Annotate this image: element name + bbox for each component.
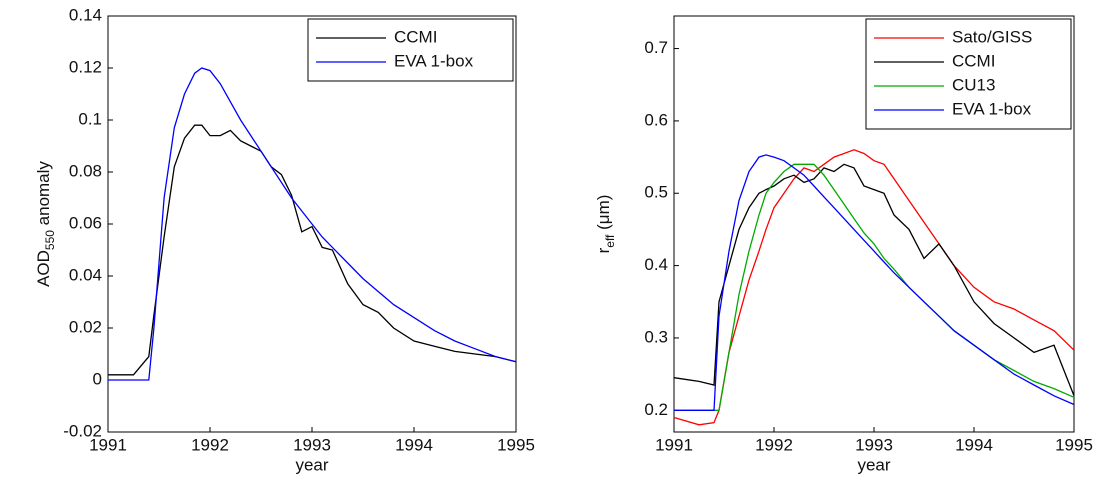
legend-label: EVA 1-box — [952, 99, 1032, 118]
legend: Sato/GISS CCMI CU13 EVA 1-box — [865, 18, 1072, 130]
x-tick-label: 1995 — [1055, 435, 1093, 454]
y-tick-label: 0.5 — [644, 183, 668, 202]
x-tick-label: 1994 — [955, 435, 993, 454]
y-label-rest: (μm) — [594, 195, 613, 235]
legend-label: CCMI — [952, 51, 995, 70]
y-tick-label: 0.2 — [644, 400, 668, 419]
x-tick-label: 1991 — [89, 435, 127, 454]
y-tick-label: 0 — [93, 369, 102, 388]
series-line — [673, 163, 1075, 397]
y-tick-label: 0.04 — [69, 265, 102, 284]
legend-label: Sato/GISS — [952, 27, 1032, 46]
legend-box — [865, 18, 1072, 130]
x-tick-label: 1991 — [655, 435, 693, 454]
series-line — [108, 67, 517, 381]
subplot: 1991 1992 1993 1994 1995 0.2 0.3 0.4 0.5 0.6 0.7 ye… — [594, 15, 1093, 474]
legend-box — [307, 18, 514, 82]
y-tick-label: 0.08 — [69, 161, 102, 180]
legend-label: EVA 1-box — [394, 51, 474, 70]
x-tick-label: 1992 — [191, 435, 229, 454]
y-label-rest: anomaly — [34, 161, 53, 230]
y-tick-label: 0.12 — [69, 57, 102, 76]
x-axis-label: year — [295, 455, 328, 474]
series-line — [674, 154, 1075, 411]
x-tick-label: 1992 — [755, 435, 793, 454]
legend-label: CCMI — [394, 27, 437, 46]
y-axis-label: reff (μm) — [594, 195, 617, 254]
y-label-main: AOD — [34, 250, 53, 287]
series-line — [108, 124, 517, 376]
y-tick-label: 0.02 — [69, 317, 102, 336]
y-tick-label: 0.14 — [69, 5, 102, 24]
x-axis-label: year — [857, 455, 890, 474]
y-tick-label: 0.7 — [644, 38, 668, 57]
x-tick-label: 1993 — [293, 435, 331, 454]
y-axis-label: AOD550 anomaly — [34, 161, 57, 287]
subplot: 1991 1992 1993 1994 1995 -0.02 0 0.02 0.04 0.06 0.… — [34, 5, 534, 474]
x-tick-label: 1994 — [395, 435, 433, 454]
y-tick-label: 0.4 — [644, 255, 668, 274]
x-tick-label: 1993 — [855, 435, 893, 454]
legend-label: CU13 — [952, 75, 995, 94]
y-tick-label: 0.6 — [644, 110, 668, 129]
legend: CCMI EVA 1-box — [307, 18, 514, 82]
y-label-sub: eff — [603, 234, 617, 248]
series-line — [673, 149, 1075, 426]
y-tick-label: 0.1 — [78, 109, 102, 128]
y-tick-label: -0.02 — [63, 421, 102, 440]
y-tick-label: 0.06 — [69, 213, 102, 232]
x-tick-label: 1995 — [497, 435, 535, 454]
y-label-main: r — [594, 247, 613, 253]
y-label-sub: 550 — [43, 230, 57, 250]
y-tick-label: 0.3 — [644, 327, 668, 346]
